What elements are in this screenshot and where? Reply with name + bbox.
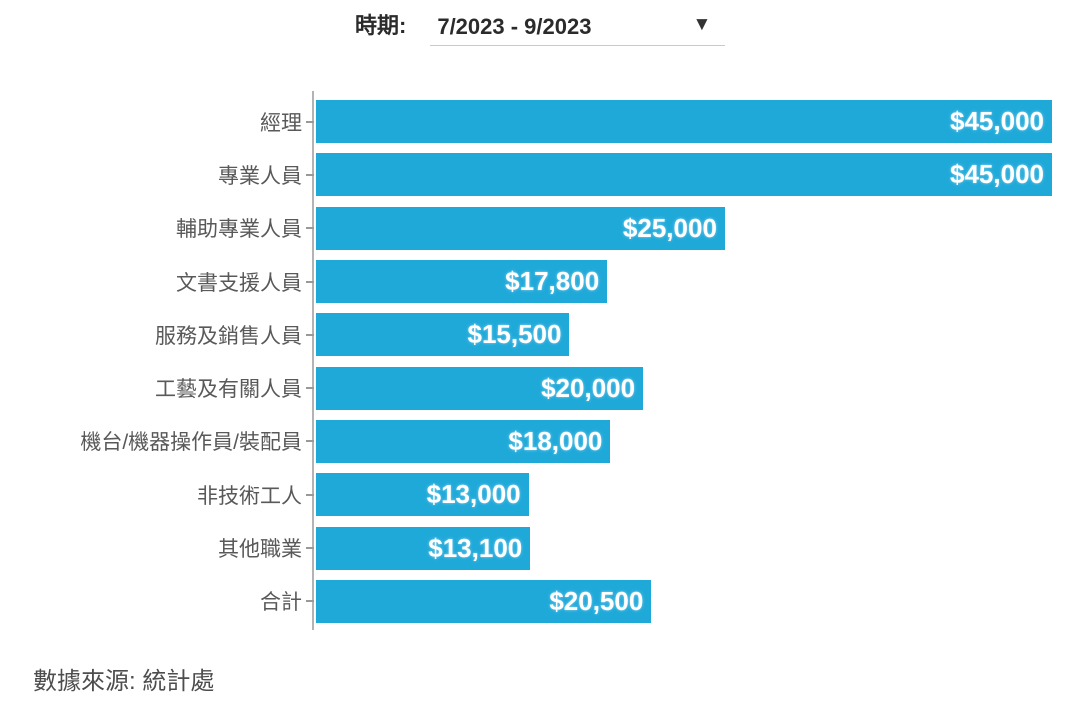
bar-row: 經理 $45,000 [30, 95, 1052, 148]
axis-tick [306, 440, 314, 443]
bar-value-label: $13,100 [428, 532, 523, 563]
period-select-value: 7/2023 - 9/2023 [437, 13, 592, 39]
axis-tick [306, 493, 314, 496]
category-label: 工藝及有關人員 [155, 378, 302, 402]
bar-row: 非技術工人 $13,000 [30, 468, 1052, 521]
category-label: 其他職業 [218, 538, 302, 562]
bar-value-label: $45,000 [950, 106, 1044, 137]
bar-value-label: $17,800 [505, 266, 600, 297]
bar[interactable]: $20,500 [316, 579, 652, 623]
axis-tick [306, 173, 314, 176]
bar-value-label: $20,500 [549, 585, 644, 616]
bar-row: 其他職業 $13,100 [30, 521, 1052, 574]
period-select[interactable]: 7/2023 - 9/2023 ▼ [430, 8, 726, 46]
bar-region: $13,100 [314, 526, 1052, 570]
bar-rows: 經理 $45,000 專業人員 $45,000 輔助專業人員 $25,000 文… [30, 95, 1052, 628]
y-axis-line [312, 91, 314, 630]
bar-value-label: $20,000 [541, 372, 636, 403]
period-control: 時期: 7/2023 - 9/2023 ▼ [355, 8, 726, 46]
bar[interactable]: $15,500 [316, 313, 570, 357]
axis-tick [306, 600, 314, 603]
axis-tick [306, 120, 314, 123]
axis-tick [306, 387, 314, 390]
bar[interactable]: $20,000 [316, 366, 644, 410]
bar[interactable]: $13,100 [316, 526, 531, 570]
bar-region: $45,000 [314, 153, 1052, 197]
category-label: 文書支援人員 [176, 271, 302, 295]
bar-row: 服務及銷售人員 $15,500 [30, 308, 1052, 361]
bar-chart: 經理 $45,000 專業人員 $45,000 輔助專業人員 $25,000 文… [30, 95, 1052, 628]
bar-row: 合計 $20,500 [30, 575, 1052, 628]
bar-region: $15,500 [314, 313, 1052, 357]
bar-row: 輔助專業人員 $25,000 [30, 202, 1052, 255]
bar-region: $20,000 [314, 366, 1052, 410]
bar-row: 機台/機器操作員/裝配員 $18,000 [30, 415, 1052, 468]
bar-region: $20,500 [314, 579, 1052, 623]
axis-tick [306, 547, 314, 550]
bar-region: $45,000 [314, 100, 1052, 144]
bar[interactable]: $18,000 [316, 419, 611, 463]
bar-row: 工藝及有關人員 $20,000 [30, 361, 1052, 414]
bar-value-label: $45,000 [950, 159, 1044, 190]
bar-row: 文書支援人員 $17,800 [30, 255, 1052, 308]
bar[interactable]: $25,000 [316, 206, 725, 250]
category-label: 專業人員 [218, 164, 302, 188]
category-label: 非技術工人 [197, 484, 302, 508]
bar[interactable]: $45,000 [316, 153, 1052, 197]
bar-value-label: $15,500 [467, 319, 562, 350]
bar[interactable]: $13,000 [316, 473, 529, 517]
bar-value-label: $18,000 [508, 425, 603, 456]
period-label: 時期: [355, 13, 407, 38]
category-label: 合計 [260, 591, 302, 615]
bar-row: 專業人員 $45,000 [30, 148, 1052, 201]
axis-tick [306, 280, 314, 283]
bar-region: $18,000 [314, 419, 1052, 463]
bar-value-label: $13,000 [426, 479, 521, 510]
category-label: 機台/機器操作員/裝配員 [80, 431, 302, 455]
category-label: 輔助專業人員 [176, 218, 302, 242]
axis-tick [306, 227, 314, 230]
bar-region: $17,800 [314, 260, 1052, 304]
category-label: 經理 [260, 111, 302, 135]
dropdown-arrow-icon: ▼ [692, 14, 712, 35]
axis-tick [306, 333, 314, 336]
bar-region: $13,000 [314, 473, 1052, 517]
bar-region: $25,000 [314, 206, 1052, 250]
bar-value-label: $25,000 [622, 212, 717, 243]
data-source-note: 數據來源: 統計處 [33, 668, 215, 695]
bar[interactable]: $17,800 [316, 260, 608, 304]
bar[interactable]: $45,000 [316, 100, 1052, 144]
category-label: 服務及銷售人員 [155, 324, 302, 348]
